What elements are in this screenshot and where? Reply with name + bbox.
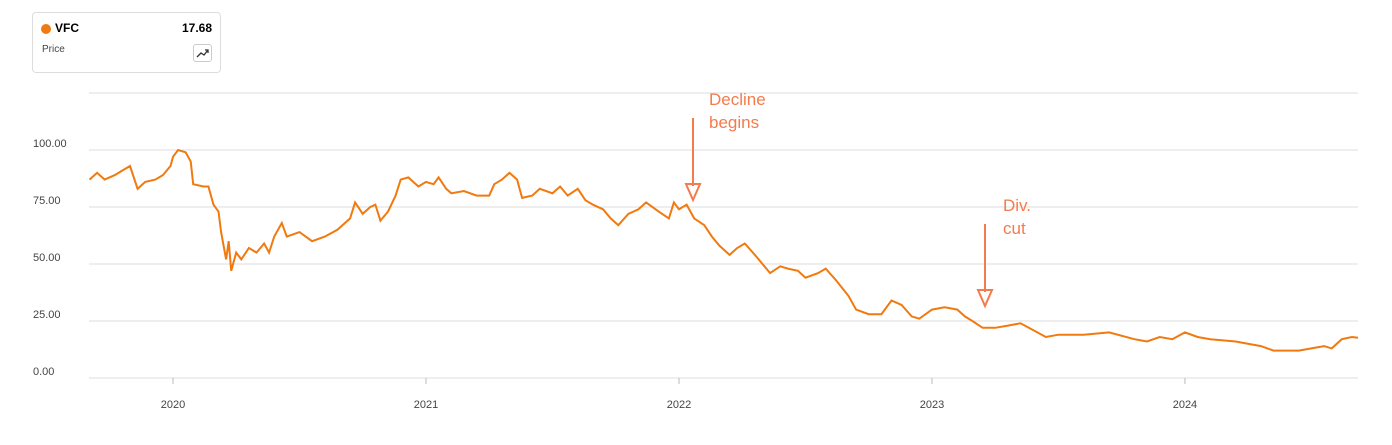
x-tick-label: 2023 — [920, 399, 944, 411]
chart-type-button[interactable] — [193, 44, 212, 62]
y-tick-label: 25.00 — [33, 309, 61, 321]
y-tick-label: 50.00 — [33, 252, 61, 264]
y-tick-label: 75.00 — [33, 195, 61, 207]
x-tick-label: 2022 — [667, 399, 691, 411]
trend-icon — [196, 49, 209, 58]
legend-swatch — [41, 24, 51, 34]
annotation-arrowhead — [976, 289, 994, 309]
annotation-arrowhead — [684, 183, 702, 203]
legend-name: VFC — [55, 21, 79, 35]
annotation: Div. cut — [1003, 196, 1032, 238]
y-tick-label: 0.00 — [33, 366, 54, 378]
legend-subtitle: Price — [42, 44, 65, 55]
x-tick-label: 2024 — [1173, 399, 1197, 411]
y-tick-label: 100.00 — [33, 138, 67, 150]
annotation: Decline begins — [709, 90, 766, 132]
legend-value: 17.68 — [181, 21, 212, 35]
x-tick-label: 2020 — [161, 399, 185, 411]
x-tick-label: 2021 — [414, 399, 438, 411]
price-line — [88, 148, 1359, 352]
legend: VFC 17.68 Price — [32, 12, 221, 73]
